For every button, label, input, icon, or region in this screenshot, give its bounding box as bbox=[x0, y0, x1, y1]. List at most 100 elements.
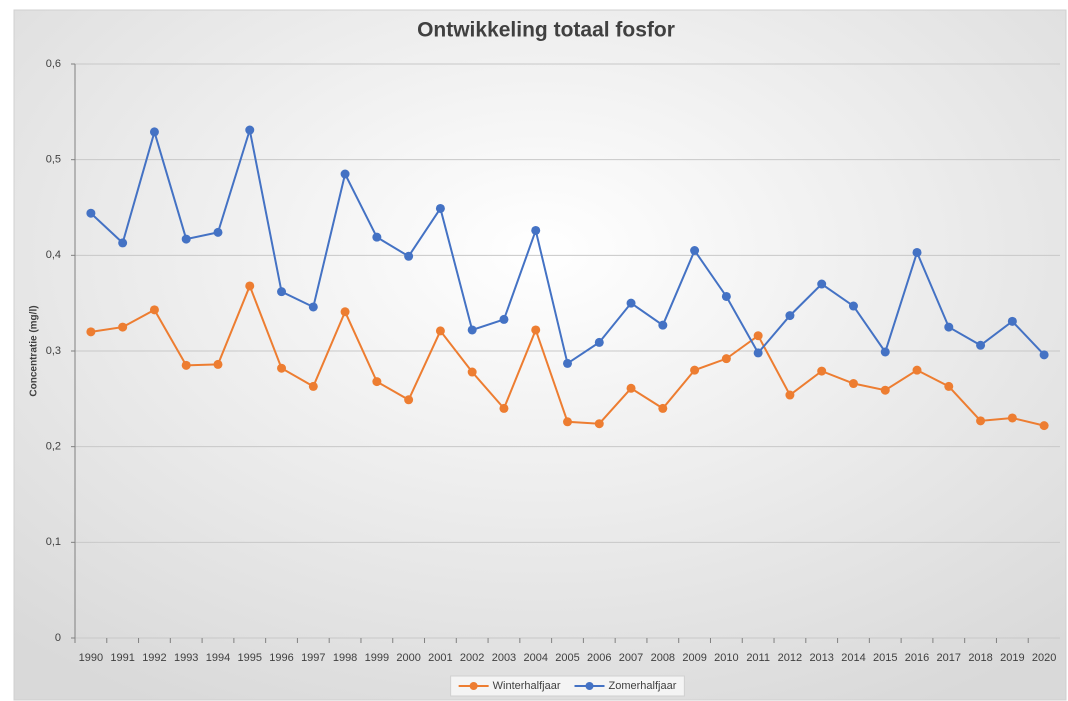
data-point bbox=[594, 337, 604, 347]
y-axis-label: Concentratie (mg/l) bbox=[29, 305, 40, 396]
x-tick-label: 2012 bbox=[778, 652, 802, 664]
y-tick-label: 0,4 bbox=[46, 249, 61, 261]
x-tick-label: 2016 bbox=[905, 652, 929, 664]
data-point bbox=[340, 169, 350, 179]
data-point bbox=[531, 325, 541, 335]
x-tick-label: 1994 bbox=[206, 652, 230, 664]
data-point bbox=[880, 385, 890, 395]
data-point bbox=[1007, 413, 1017, 423]
legend-item: Zomerhalfjaar bbox=[574, 680, 677, 692]
x-tick-label: 2019 bbox=[1000, 652, 1024, 664]
x-tick-label: 2000 bbox=[396, 652, 420, 664]
data-point bbox=[817, 279, 827, 289]
data-point bbox=[912, 247, 922, 257]
data-point bbox=[817, 366, 827, 376]
x-tick-label: 2004 bbox=[523, 652, 547, 664]
data-point bbox=[690, 246, 700, 256]
data-point bbox=[721, 291, 731, 301]
x-tick-label: 2014 bbox=[841, 652, 865, 664]
legend-marker bbox=[585, 682, 594, 690]
x-tick-label: 2017 bbox=[937, 652, 961, 664]
legend-label: Zomerhalfjaar bbox=[609, 680, 677, 692]
legend-box bbox=[450, 675, 685, 697]
data-point bbox=[277, 363, 287, 373]
data-point bbox=[563, 417, 572, 427]
data-point bbox=[563, 358, 572, 368]
y-tick-label: 0,3 bbox=[46, 345, 61, 357]
data-point bbox=[372, 232, 382, 242]
x-tick-label: 2005 bbox=[555, 652, 579, 664]
x-tick-label: 2008 bbox=[651, 652, 675, 664]
data-point bbox=[435, 326, 445, 336]
data-point bbox=[213, 227, 223, 237]
data-point bbox=[531, 225, 541, 235]
data-point bbox=[340, 307, 350, 317]
data-point bbox=[944, 322, 954, 332]
data-point bbox=[626, 298, 636, 308]
data-point bbox=[626, 383, 636, 393]
x-tick-label: 2020 bbox=[1032, 652, 1056, 664]
data-point bbox=[658, 320, 668, 330]
data-point bbox=[753, 331, 763, 341]
data-point bbox=[404, 251, 414, 261]
data-point bbox=[435, 203, 445, 213]
data-point bbox=[467, 325, 477, 335]
data-point bbox=[118, 238, 128, 248]
legend: Winterhalfjaar Zomerhalfjaar bbox=[450, 675, 685, 697]
data-point bbox=[308, 302, 318, 312]
data-point bbox=[467, 367, 477, 377]
data-point bbox=[404, 395, 414, 405]
data-point bbox=[86, 327, 96, 337]
x-tick-label: 2010 bbox=[714, 652, 738, 664]
x-tick-label: 2006 bbox=[587, 652, 611, 664]
y-tick-label: 0,1 bbox=[46, 536, 61, 548]
x-tick-label: 1996 bbox=[269, 652, 293, 664]
y-tick-label: 0,6 bbox=[46, 58, 61, 70]
legend-marker bbox=[469, 682, 478, 690]
data-point bbox=[308, 381, 318, 391]
x-tick-label: 1999 bbox=[365, 652, 389, 664]
data-point bbox=[690, 365, 700, 375]
data-point bbox=[658, 403, 668, 413]
chart-title: Ontwikkeling totaal fosfor bbox=[417, 19, 675, 42]
x-tick-label: 1993 bbox=[174, 652, 198, 664]
data-point bbox=[86, 208, 96, 218]
data-point bbox=[1039, 421, 1049, 431]
x-tick-label: 1992 bbox=[142, 652, 166, 664]
legend-label: Winterhalfjaar bbox=[493, 680, 561, 692]
data-point bbox=[880, 347, 890, 357]
x-tick-label: 1998 bbox=[333, 652, 357, 664]
x-tick-label: 2002 bbox=[460, 652, 484, 664]
data-point bbox=[594, 419, 604, 429]
data-point bbox=[181, 234, 191, 244]
data-point bbox=[976, 340, 986, 350]
x-tick-label: 2009 bbox=[682, 652, 706, 664]
data-point bbox=[912, 365, 922, 375]
x-tick-label: 2007 bbox=[619, 652, 643, 664]
x-tick-label: 1991 bbox=[110, 652, 134, 664]
y-tick-label: 0 bbox=[55, 632, 61, 644]
data-point bbox=[118, 322, 128, 332]
data-point bbox=[721, 354, 731, 364]
data-point bbox=[499, 314, 509, 324]
data-point bbox=[149, 127, 159, 137]
x-tick-label: 1990 bbox=[79, 652, 103, 664]
data-point bbox=[848, 379, 858, 389]
y-tick-label: 0,2 bbox=[46, 441, 61, 453]
data-point bbox=[785, 390, 795, 400]
y-tick-label: 0,5 bbox=[46, 154, 61, 166]
data-point bbox=[848, 301, 858, 311]
data-point bbox=[277, 287, 287, 297]
data-point bbox=[181, 360, 191, 370]
x-tick-label: 1997 bbox=[301, 652, 325, 664]
x-tick-label: 2013 bbox=[809, 652, 833, 664]
x-tick-label: 2001 bbox=[428, 652, 452, 664]
x-tick-label: 2018 bbox=[968, 652, 992, 664]
data-point bbox=[149, 305, 159, 315]
data-point bbox=[245, 125, 255, 135]
data-point bbox=[372, 377, 382, 387]
data-point bbox=[976, 416, 986, 426]
data-point bbox=[499, 403, 509, 413]
